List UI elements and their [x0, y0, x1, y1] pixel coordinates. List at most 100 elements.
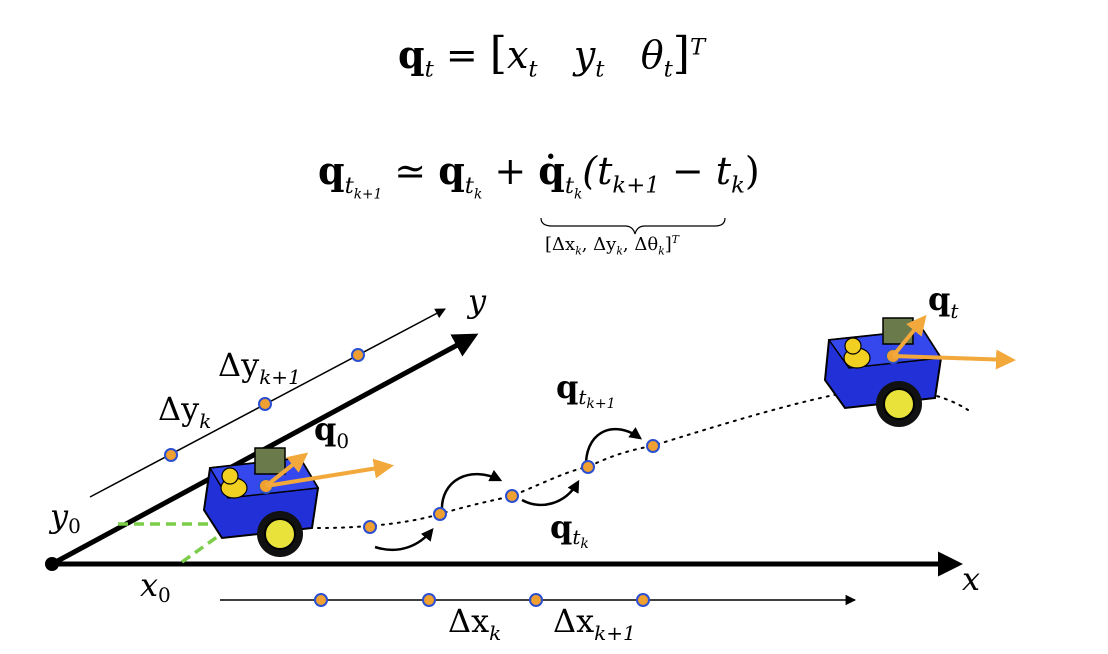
- update-plus: +: [494, 149, 527, 193]
- x0-sub: 0: [158, 583, 171, 607]
- dx-k1-label: Δxk+1: [553, 602, 636, 645]
- point: [422, 593, 436, 607]
- trajectory-points: [164, 348, 660, 607]
- dx-k1-symbol: Δx: [553, 602, 594, 640]
- update-dt-sub2: k: [731, 172, 745, 199]
- update-lhs-subsub: k+1: [353, 186, 383, 203]
- update-equation: qtk+1 ≃ qtk + q̇tk(tk+1 − tk): [318, 148, 760, 202]
- step-arrow-1: [374, 528, 434, 552]
- ub-close: ]: [664, 234, 672, 255]
- underbrace: [540, 217, 726, 235]
- robot-sensor: [254, 447, 286, 475]
- dy-k1-sub: k+1: [259, 365, 301, 389]
- state-close-bracket: ]: [672, 28, 690, 79]
- update-q-subsub: k: [473, 186, 483, 203]
- point: [581, 460, 595, 474]
- ub-dtheta-sub: k: [658, 244, 665, 258]
- update-qdot-sub: tk: [564, 172, 583, 203]
- x0-projection: [180, 530, 226, 564]
- point: [636, 593, 650, 607]
- qtk-symbol: q: [550, 508, 572, 546]
- point: [363, 520, 377, 534]
- dy-k-sub: k: [199, 409, 211, 433]
- point: [258, 397, 272, 411]
- robot-final: [823, 317, 943, 427]
- update-lhs-sub: tk+1: [344, 172, 383, 203]
- x-axis-label: x: [962, 560, 980, 598]
- duck-head: [221, 467, 239, 485]
- robot-wheel-hub: [264, 518, 296, 550]
- y0-symbol: y: [48, 497, 69, 535]
- ub-dy-sub: k: [616, 244, 623, 258]
- duck-head: [844, 337, 862, 355]
- ub-dx-sub: k: [575, 244, 582, 258]
- update-approx: ≃: [394, 149, 427, 193]
- point: [505, 489, 519, 503]
- dx-k1-sub: k+1: [594, 621, 636, 645]
- state-open-bracket: [: [489, 28, 507, 79]
- ub-dtheta: , Δθ: [622, 234, 659, 255]
- robot-initial: [202, 447, 320, 557]
- step-arrow-3: [521, 479, 580, 507]
- q0-symbol: q: [314, 410, 336, 448]
- qtk1-subsub: k+1: [586, 396, 615, 412]
- state-transpose: T: [689, 34, 706, 61]
- state-lhs-sub: t: [424, 56, 434, 83]
- y0-sub: 0: [68, 514, 81, 538]
- ub-dx: [Δx: [545, 234, 576, 255]
- update-dt-sub: k+1: [612, 172, 660, 199]
- state-y: y: [573, 33, 596, 77]
- state-theta-sub: t: [663, 56, 673, 83]
- q0-heading-arrow: [265, 458, 394, 488]
- dx-k-sub: k: [489, 621, 501, 645]
- point: [433, 507, 447, 521]
- ub-dy: , Δy: [581, 234, 617, 255]
- update-dt: (t: [582, 149, 613, 193]
- update-lhs-sub-t: t: [344, 172, 354, 199]
- q0-label: q0: [314, 410, 349, 453]
- y0-label: y0: [48, 497, 81, 538]
- update-qdot-sub-t: t: [564, 172, 574, 199]
- update-qdot-subsub: k: [574, 186, 583, 203]
- qtk-subsub: k: [580, 536, 588, 552]
- point: [351, 348, 365, 362]
- qt-symbol: q: [928, 280, 950, 318]
- dy-k1-label: Δyk+1: [218, 346, 301, 389]
- ub-transpose: T: [671, 233, 679, 246]
- dy-k-symbol: Δy: [158, 390, 199, 428]
- dx-k-label: Δxk: [448, 602, 501, 645]
- update-close-paren: ): [744, 149, 760, 193]
- state-theta: θ: [640, 33, 664, 77]
- point: [314, 593, 328, 607]
- dy-k-label: Δyk: [158, 390, 211, 433]
- update-qdot: q̇: [538, 148, 565, 193]
- point: [164, 448, 178, 462]
- origin-point: [45, 557, 59, 571]
- qt-normal-arrow: [891, 314, 927, 358]
- dy-k1-symbol: Δy: [218, 346, 259, 384]
- robot-wheel-hub: [883, 388, 915, 420]
- y-axis-label: y: [466, 282, 487, 320]
- state-lhs: q: [398, 32, 425, 77]
- update-q-sub-t: t: [464, 172, 474, 199]
- dx-k-symbol: Δx: [448, 602, 489, 640]
- update-q-sub: tk: [464, 172, 483, 203]
- step-arrow-2: [440, 469, 503, 513]
- underbrace-label: [Δxk, Δyk, Δθk]T: [545, 233, 679, 258]
- qtk1-sub: t: [578, 385, 587, 409]
- qtk1-symbol: q: [556, 368, 578, 406]
- update-q: q: [438, 148, 465, 193]
- update-minus: − t: [659, 149, 732, 193]
- point: [529, 593, 543, 607]
- state-x-sub: t: [528, 56, 538, 83]
- qtk1-label: qtk+1: [556, 368, 616, 412]
- qt-label: qt: [928, 280, 959, 323]
- state-y-sub: t: [595, 56, 605, 83]
- qt-sub: t: [950, 299, 959, 323]
- x0-label: x0: [140, 566, 171, 607]
- step-arrow-4: [584, 427, 643, 463]
- qtk-sub: t: [572, 525, 581, 549]
- qt-heading-arrow: [892, 349, 1016, 370]
- state-equals: =: [445, 33, 478, 77]
